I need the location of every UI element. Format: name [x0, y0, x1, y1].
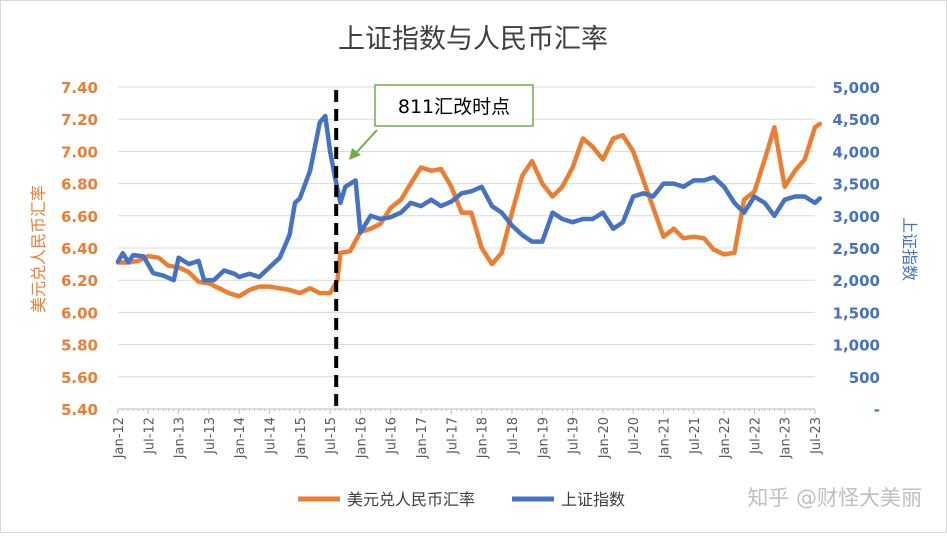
x-tick-label: Jan-18 — [476, 417, 491, 459]
x-tick-label: Jan-21 — [657, 417, 672, 459]
series-line-usd-cny — [115, 121, 823, 299]
legend-label-sse: 上证指数 — [561, 490, 625, 509]
annotation-arrow-head — [349, 148, 361, 160]
x-tick-label: Jan-19 — [536, 417, 551, 459]
x-tick-label: Jan-17 — [415, 417, 430, 459]
left-tick-label: 5.60 — [61, 369, 98, 387]
right-tick-label: 5,000 — [833, 79, 880, 97]
right-tick-label: 4,000 — [833, 143, 880, 161]
x-tick-label: Jan-12 — [112, 417, 127, 459]
annotation-text: 811汇改时点 — [398, 96, 510, 118]
annotation-arrow-shaft — [355, 129, 378, 154]
right-tick-label: 500 — [849, 369, 880, 387]
watermark-text: 知乎 @财怪大美丽 — [747, 486, 922, 510]
x-tick-label: Jul-17 — [445, 417, 460, 455]
x-tick-label: Jul-21 — [688, 417, 703, 455]
x-tick-label: Jul-20 — [627, 417, 642, 455]
left-tick-label: 5.80 — [61, 337, 98, 355]
x-tick-label: Jul-22 — [748, 417, 763, 455]
left-axis-label: 美元兑人民币汇率 — [29, 185, 48, 313]
right-tick-label: 1,500 — [833, 304, 880, 322]
series-line-sse — [115, 113, 823, 283]
right-tick-label: 4,500 — [833, 111, 880, 129]
x-tick-label: Jul-12 — [142, 417, 157, 455]
right-tick-label: 2,000 — [833, 272, 880, 290]
left-tick-label: 7.40 — [61, 79, 98, 97]
left-tick-label: 5.40 — [61, 401, 98, 419]
x-tick-label: Jul-13 — [203, 417, 218, 455]
right-axis-ticks: 5,000 4,500 4,000 3,500 3,000 2,500 2,000 1,500… — [833, 79, 880, 419]
left-tick-label: 6.60 — [61, 208, 98, 226]
series-lines — [115, 113, 823, 299]
x-tick-label: Jul-16 — [385, 417, 400, 455]
left-tick-label: 7.00 — [61, 143, 98, 161]
annotation-box — [374, 84, 534, 127]
right-tick-label: 1,000 — [833, 337, 880, 355]
left-axis-ticks: 7.40 7.20 7.00 6.80 6.60 6.40 6.20 6.00 5.80 5.60… — [61, 79, 98, 419]
left-tick-label: 6.40 — [61, 240, 98, 258]
left-tick-label: 6.80 — [61, 176, 98, 194]
right-tick-label: 3,000 — [833, 208, 880, 226]
x-axis: Jan-12 Jul-12 Jan-13 Jul-13 Jan-14 Jul-14 Jan-… — [112, 408, 824, 459]
x-tick-label: Jan-20 — [597, 417, 612, 459]
gridlines — [118, 86, 815, 378]
x-tick-label: Jul-14 — [264, 417, 279, 455]
x-tick-label: Jan-23 — [779, 417, 794, 459]
x-tick-label: Jul-19 — [567, 417, 582, 455]
right-tick-label: 3,500 — [833, 176, 880, 194]
left-tick-label: 6.20 — [61, 272, 98, 290]
left-tick-label: 6.00 — [61, 304, 98, 322]
legend: 美元兑人民币汇率 上证指数 — [298, 490, 625, 509]
x-tick-label: Jan-16 — [354, 417, 369, 459]
right-axis-label: 上证指数 — [900, 217, 919, 281]
x-tick-label: Jul-15 — [324, 417, 339, 455]
left-tick-label: 7.20 — [61, 111, 98, 129]
x-tick-label: Jul-23 — [809, 417, 824, 455]
x-tick-label: Jan-22 — [718, 417, 733, 459]
x-tick-label: Jan-14 — [233, 417, 248, 459]
annotation: 811汇改时点 — [334, 84, 534, 409]
right-tick-label: 2,500 — [833, 240, 880, 258]
x-tick-label: Jan-15 — [294, 417, 309, 459]
x-tick-label: Jan-13 — [173, 417, 188, 459]
x-tick-label: Jul-18 — [506, 417, 521, 455]
legend-label-usd-cny: 美元兑人民币汇率 — [347, 490, 475, 509]
chart-title: 上证指数与人民币汇率 — [338, 24, 608, 55]
right-tick-label: - — [874, 401, 880, 419]
